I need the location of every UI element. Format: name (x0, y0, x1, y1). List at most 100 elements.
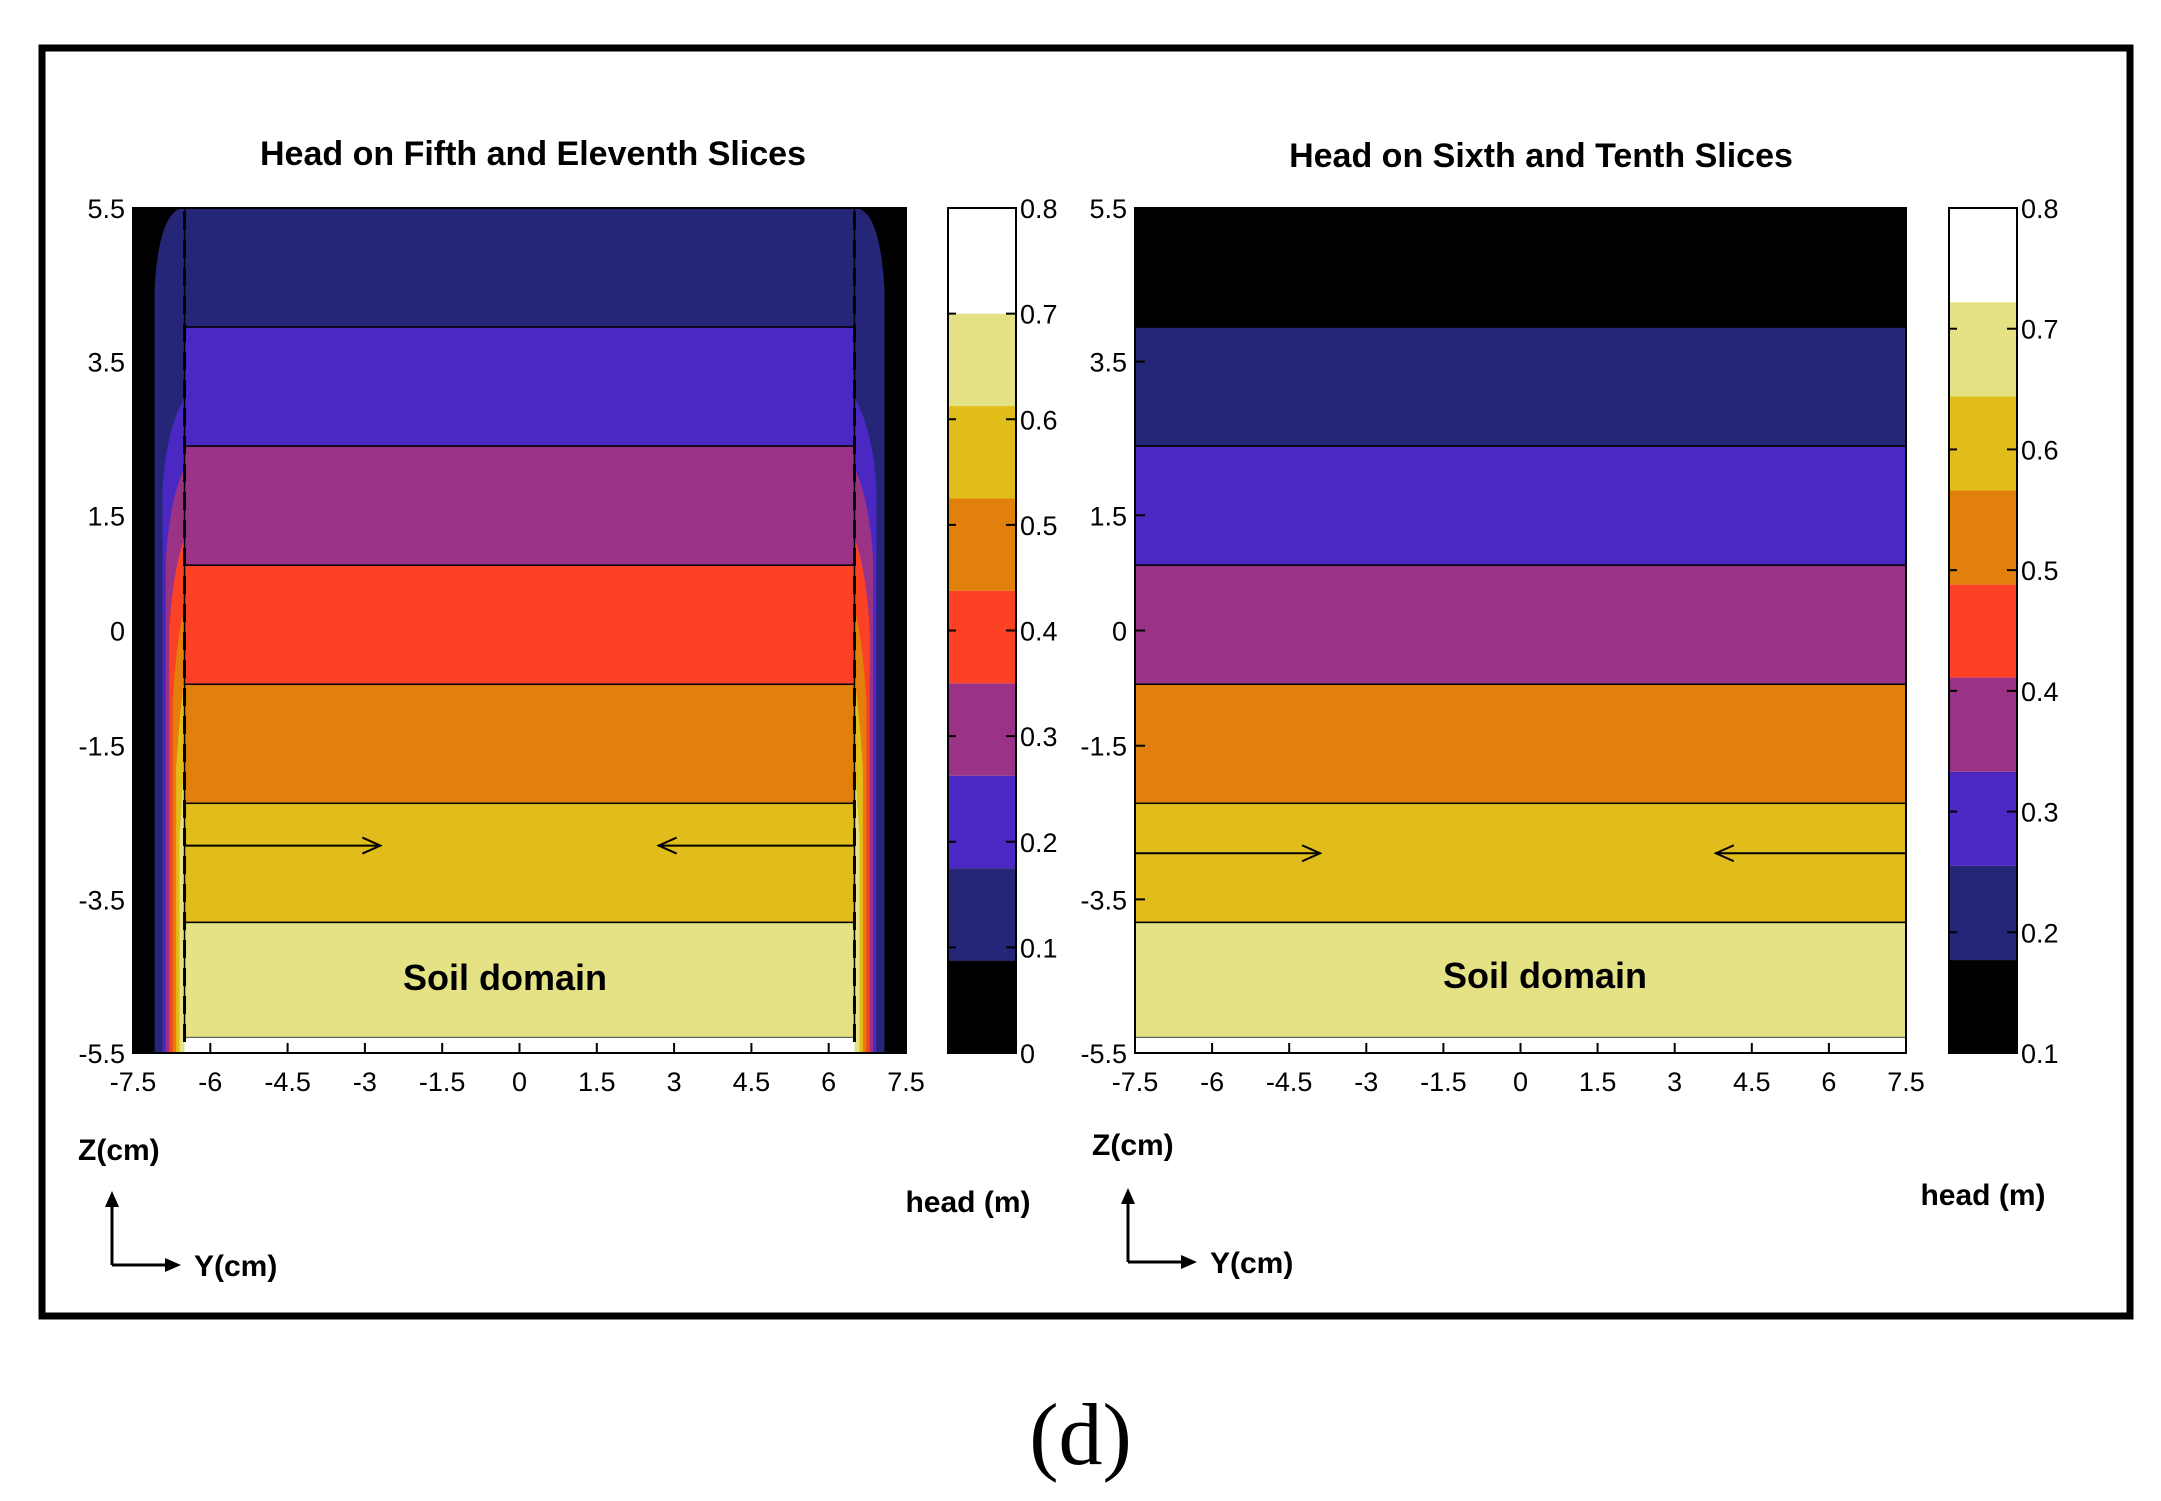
x-tick-label-5: 0 (512, 1067, 527, 1097)
x-tick-label-4: -1.5 (1420, 1067, 1467, 1097)
colorbar-segment-2 (1949, 771, 2017, 866)
chart-title: Head on Fifth and Eleventh Slices (260, 135, 806, 173)
chart-title: Head on Sixth and Tenth Slices (1289, 137, 1793, 175)
contour-band-1 (1134, 207, 1907, 328)
y-tick-label-6: -5.5 (78, 1039, 125, 1069)
colorbar-tick-label-8: 0 (1020, 1039, 1035, 1069)
colorbar-segment-8 (1949, 208, 2017, 303)
colorbar-segment-6 (1949, 396, 2017, 491)
colorbar-segment-4 (1949, 584, 2017, 678)
contour-band-4 (1134, 564, 1907, 686)
x-tick-label-6: 1.5 (578, 1067, 616, 1097)
y-tick-label-1: 3.5 (1089, 348, 1127, 378)
colorbar-segment-5 (948, 498, 1016, 591)
soil-domain-label: Soil domain (1443, 955, 1647, 996)
x-tick-label-1: -6 (198, 1067, 222, 1097)
y-axis-label: Y(cm) (1210, 1247, 1293, 1280)
y-tick-label-3: 0 (110, 617, 125, 647)
chart-panel-2: Head on Sixth and Tenth Slices Soil domai… (1080, 137, 2058, 1280)
colorbar-tick-label-5: 0.3 (1020, 722, 1058, 752)
colorbar-tick-label-6: 0.2 (1020, 828, 1058, 858)
colorbar-segment-3 (948, 683, 1016, 776)
z-axis-label: Z(cm) (1092, 1129, 1174, 1162)
colorbar-tick-label-2: 0.6 (2021, 435, 2059, 465)
y-axis-arrowhead (1181, 1255, 1197, 1269)
colorbar-label: head (m) (1920, 1179, 2045, 1212)
contour-band-4 (183, 564, 856, 686)
soil-domain-label: Soil domain (403, 957, 607, 998)
contour-band-6 (1134, 802, 1907, 924)
x-tick-label-10: 7.5 (1887, 1067, 1925, 1097)
colorbar-segment-1 (948, 868, 1016, 961)
colorbar-tick-label-1: 0.7 (1020, 300, 1058, 330)
x-tick-label-4: -1.5 (419, 1067, 466, 1097)
colorbar-tick-label-3: 0.5 (1020, 511, 1058, 541)
colorbar-segment-2 (948, 775, 1016, 869)
x-tick-label-10: 7.5 (887, 1067, 925, 1097)
x-tick-label-6: 1.5 (1579, 1067, 1617, 1097)
colorbar-tick-label-4: 0.4 (1020, 617, 1058, 647)
y-tick-label-3: 0 (1112, 617, 1127, 647)
y-tick-label-5: -3.5 (1080, 885, 1127, 915)
z-axis-label: Z(cm) (78, 1134, 160, 1167)
y-tick-label-2: 1.5 (87, 501, 125, 531)
y-tick-label-1: 3.5 (87, 348, 125, 378)
colorbar-segment-5 (1949, 490, 2017, 585)
colorbar-tick-label-6: 0.2 (2021, 918, 2059, 948)
contour-band-3 (183, 445, 856, 566)
x-tick-label-3: -3 (353, 1067, 377, 1097)
x-tick-label-0: -7.5 (1112, 1067, 1159, 1097)
x-tick-label-3: -3 (1354, 1067, 1378, 1097)
x-tick-label-0: -7.5 (110, 1067, 157, 1097)
colorbar-segment-7 (1949, 302, 2017, 397)
y-axis-label: Y(cm) (194, 1250, 277, 1283)
contour-band-6 (183, 802, 856, 924)
x-tick-label-7: 3 (1667, 1067, 1682, 1097)
y-tick-label-4: -1.5 (78, 732, 125, 762)
y-tick-label-5: -3.5 (78, 885, 125, 915)
x-tick-label-1: -6 (1200, 1067, 1224, 1097)
contour-band-5 (183, 683, 856, 805)
contour-band-1 (183, 207, 856, 328)
colorbar-tick-label-0: 0.8 (1020, 194, 1058, 224)
figure-caption: (d) (1029, 1387, 1132, 1484)
colorbar-tick-label-5: 0.3 (2021, 798, 2059, 828)
x-tick-label-2: -4.5 (264, 1067, 311, 1097)
y-tick-label-4: -1.5 (1080, 732, 1127, 762)
colorbar-segment-0 (1949, 960, 2017, 1053)
x-tick-label-7: 3 (667, 1067, 682, 1097)
x-tick-label-9: 6 (1821, 1067, 1836, 1097)
colorbar-label: head (m) (905, 1186, 1030, 1219)
colorbar-tick-label-0: 0.8 (2021, 194, 2059, 224)
colorbar-tick-label-2: 0.6 (1020, 405, 1058, 435)
contour-band-7 (183, 921, 856, 1039)
y-axis-arrowhead (165, 1258, 181, 1272)
y-tick-label-0: 5.5 (1089, 194, 1127, 224)
contour-band-5 (1134, 683, 1907, 805)
colorbar-tick-label-3: 0.5 (2021, 556, 2059, 586)
colorbar-segment-7 (948, 313, 1016, 407)
colorbar-segment-6 (948, 406, 1016, 499)
x-tick-label-9: 6 (821, 1067, 836, 1097)
contour-band-7 (1134, 921, 1907, 1039)
colorbar-frame (1948, 207, 2018, 1054)
colorbar-segment-8 (948, 208, 1016, 314)
z-axis-arrowhead (105, 1191, 119, 1207)
contour-band-2 (183, 326, 856, 447)
x-tick-label-8: 4.5 (733, 1067, 771, 1097)
contour-band-2 (1134, 326, 1907, 447)
colorbar-segment-4 (948, 590, 1016, 684)
y-tick-label-0: 5.5 (87, 194, 125, 224)
y-tick-label-6: -5.5 (1080, 1039, 1127, 1069)
x-tick-label-2: -4.5 (1266, 1067, 1313, 1097)
z-axis-arrowhead (1121, 1188, 1135, 1204)
colorbar-segment-1 (1949, 865, 2017, 961)
contour-band-3 (1134, 445, 1907, 566)
chart-panel-1: Head on Fifth and Eleventh Slices Soil do… (78, 135, 1058, 1283)
x-tick-label-8: 4.5 (1733, 1067, 1771, 1097)
colorbar-segment-0 (948, 960, 1016, 1053)
y-tick-label-2: 1.5 (1089, 501, 1127, 531)
colorbar-tick-label-7: 0.1 (2021, 1039, 2059, 1069)
panels: Head on Fifth and Eleventh Slices Soil do… (78, 135, 2059, 1283)
